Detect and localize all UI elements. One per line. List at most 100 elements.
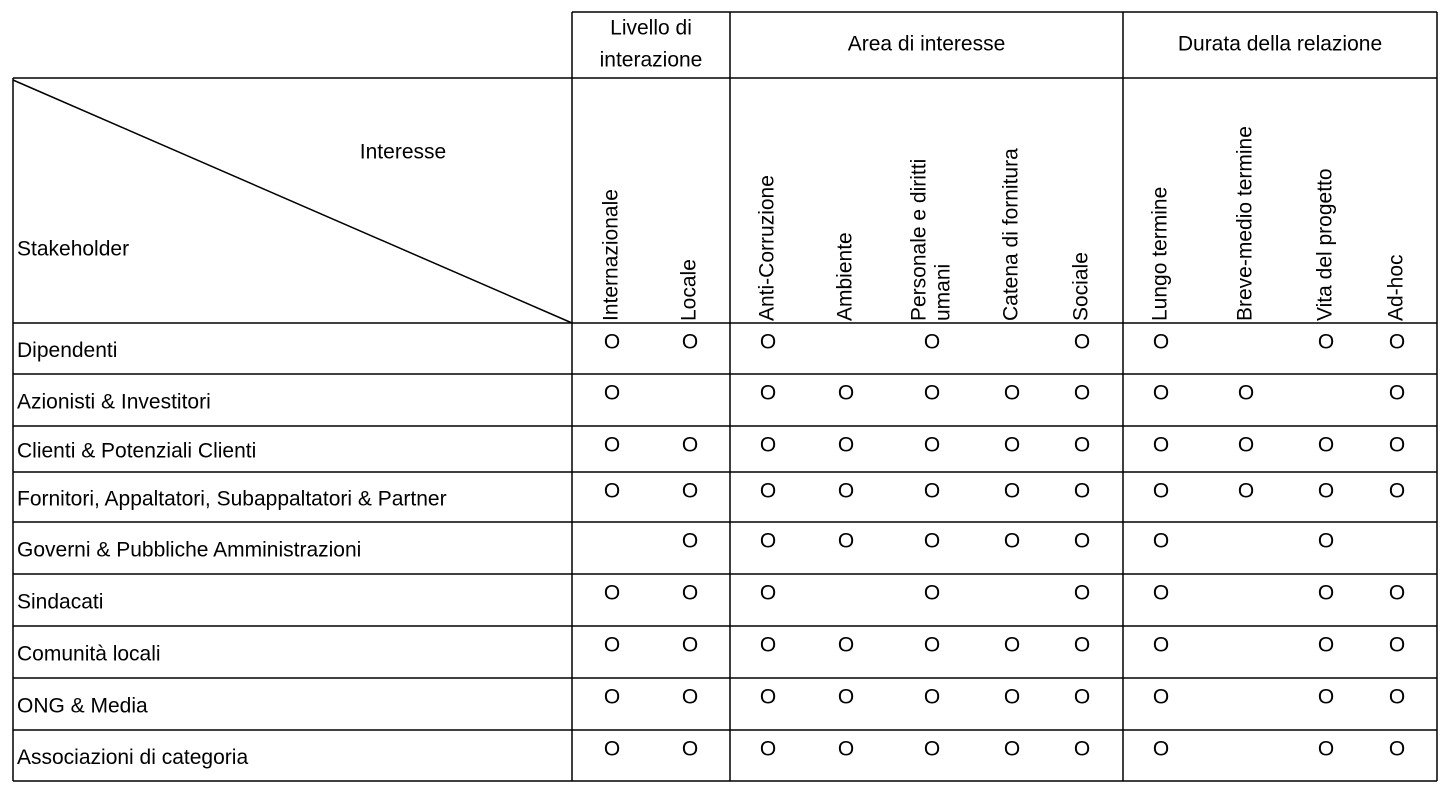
column-label: Internazionale bbox=[600, 189, 623, 321]
cell-mark: O bbox=[1318, 480, 1334, 503]
corner-diagonal bbox=[12, 79, 573, 324]
cell-mark: O bbox=[1074, 582, 1090, 605]
cell-mark: O bbox=[760, 582, 776, 605]
cell-mark: O bbox=[1389, 686, 1405, 709]
cell-mark: O bbox=[924, 738, 940, 761]
column-label: Ambiente bbox=[834, 232, 857, 321]
cell-mark: O bbox=[1238, 480, 1254, 503]
cell-mark: O bbox=[1074, 382, 1090, 405]
column-label: Breve-medio termine bbox=[1234, 126, 1257, 321]
cell-mark: O bbox=[604, 738, 620, 761]
cell-mark: O bbox=[1153, 634, 1169, 657]
row-label: Governi & Pubbliche Amministrazioni bbox=[17, 539, 361, 562]
cell-mark: O bbox=[1389, 382, 1405, 405]
cell-mark: O bbox=[682, 686, 698, 709]
cell-mark: O bbox=[924, 634, 940, 657]
cell-mark: O bbox=[682, 434, 698, 457]
column-label: Locale bbox=[678, 259, 701, 321]
cell-mark: O bbox=[1389, 480, 1405, 503]
column-label: Catena di fornitura bbox=[1000, 148, 1023, 321]
cell-mark: O bbox=[1074, 738, 1090, 761]
corner-top-label: Interesse bbox=[360, 141, 446, 164]
cell-mark: O bbox=[760, 331, 776, 354]
column-label: Sociale bbox=[1070, 252, 1093, 321]
cell-mark: O bbox=[1389, 738, 1405, 761]
row-label: Comunità locali bbox=[17, 643, 161, 666]
corner-bottom-label: Stakeholder bbox=[17, 238, 129, 261]
cell-mark: O bbox=[682, 480, 698, 503]
cell-mark: O bbox=[1074, 434, 1090, 457]
cell-mark: O bbox=[682, 331, 698, 354]
cell-mark: O bbox=[1153, 331, 1169, 354]
cell-mark: O bbox=[1153, 530, 1169, 553]
cell-mark: O bbox=[924, 582, 940, 605]
cell-mark: O bbox=[760, 530, 776, 553]
cell-mark: O bbox=[1238, 434, 1254, 457]
row-label: ONG & Media bbox=[17, 695, 148, 718]
cell-mark: O bbox=[682, 530, 698, 553]
cell-mark: O bbox=[604, 382, 620, 405]
cell-mark: O bbox=[1004, 382, 1020, 405]
cell-mark: O bbox=[1153, 382, 1169, 405]
group-label: Durata della relazione bbox=[1178, 33, 1382, 56]
cell-mark: O bbox=[1318, 331, 1334, 354]
cell-mark: O bbox=[604, 582, 620, 605]
cell-mark: O bbox=[760, 480, 776, 503]
row-label: Dipendenti bbox=[17, 339, 117, 362]
cell-mark: O bbox=[682, 738, 698, 761]
cell-mark: O bbox=[760, 434, 776, 457]
cell-mark: O bbox=[1389, 634, 1405, 657]
cell-mark: O bbox=[1153, 738, 1169, 761]
cell-mark: O bbox=[1004, 434, 1020, 457]
cell-mark: O bbox=[1004, 480, 1020, 503]
column-label: Lungo termine bbox=[1149, 187, 1172, 321]
cell-mark: O bbox=[838, 382, 854, 405]
cell-mark: O bbox=[1004, 530, 1020, 553]
group-label: Area di interesse bbox=[848, 33, 1006, 56]
group-label: Livello di bbox=[610, 17, 692, 40]
cell-mark: O bbox=[1318, 582, 1334, 605]
row-label: Sindacati bbox=[17, 591, 103, 614]
cell-mark: O bbox=[1153, 686, 1169, 709]
cell-mark: O bbox=[682, 634, 698, 657]
cell-mark: O bbox=[1389, 434, 1405, 457]
cell-mark: O bbox=[760, 634, 776, 657]
cell-mark: O bbox=[838, 530, 854, 553]
cell-mark: O bbox=[838, 480, 854, 503]
cell-mark: O bbox=[1004, 686, 1020, 709]
cell-mark: O bbox=[924, 686, 940, 709]
cell-mark: O bbox=[1074, 530, 1090, 553]
cell-mark: O bbox=[1004, 634, 1020, 657]
cell-mark: O bbox=[838, 686, 854, 709]
cell-mark: O bbox=[1074, 331, 1090, 354]
cell-mark: O bbox=[838, 434, 854, 457]
cell-mark: O bbox=[1318, 686, 1334, 709]
cell-mark: O bbox=[838, 634, 854, 657]
cell-mark: O bbox=[1074, 634, 1090, 657]
cell-mark: O bbox=[924, 434, 940, 457]
cell-mark: O bbox=[1153, 434, 1169, 457]
cell-mark: O bbox=[924, 382, 940, 405]
cell-mark: O bbox=[1238, 382, 1254, 405]
column-label: Ad-hoc bbox=[1385, 254, 1408, 321]
cell-mark: O bbox=[838, 738, 854, 761]
row-label: Associazioni di categoria bbox=[17, 746, 248, 769]
cell-mark: O bbox=[604, 686, 620, 709]
row-label: Azionisti & Investitori bbox=[17, 391, 211, 414]
cell-mark: O bbox=[1389, 331, 1405, 354]
cell-mark: O bbox=[1004, 738, 1020, 761]
cell-mark: O bbox=[604, 634, 620, 657]
column-label: Personale e diritti bbox=[908, 159, 931, 321]
cell-mark: O bbox=[924, 331, 940, 354]
cell-mark: O bbox=[1153, 480, 1169, 503]
cell-mark: O bbox=[682, 582, 698, 605]
cell-mark: O bbox=[1153, 582, 1169, 605]
cell-mark: O bbox=[1318, 634, 1334, 657]
cell-mark: O bbox=[1389, 582, 1405, 605]
cell-mark: O bbox=[1074, 480, 1090, 503]
cell-mark: O bbox=[760, 382, 776, 405]
column-label: Anti-Corruzione bbox=[756, 175, 779, 321]
row-label: Fornitori, Appaltatori, Subappaltatori &… bbox=[17, 488, 447, 511]
